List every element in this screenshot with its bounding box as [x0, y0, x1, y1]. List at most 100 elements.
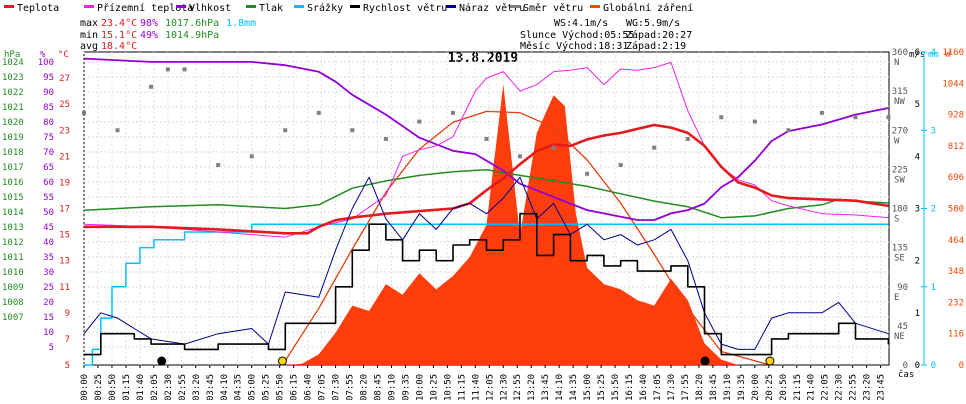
time-tick-label: 20:00	[751, 374, 761, 400]
left-axes: 1024102310221021102010191018101710161015…	[2, 58, 70, 371]
wind-tick-label: 3	[915, 205, 920, 215]
wind-direction-point	[417, 119, 422, 124]
direction-compass-label: NE	[894, 332, 905, 342]
humidity-tick-label: 30	[43, 268, 54, 278]
legend-tlak: Tlak	[259, 3, 283, 14]
stats-max-temp: 23.4°C	[101, 18, 137, 29]
time-tick-label: 11:15	[457, 374, 467, 400]
legend-swatch-prizemni	[84, 5, 94, 8]
stats-ws: WS:4.1m/s	[554, 18, 608, 29]
time-tick-label: 02:05	[150, 374, 160, 400]
legend-smer: Směr větru	[523, 2, 583, 14]
pressure-tick-label: 1024	[2, 58, 24, 68]
rain-tick-label: 2	[931, 205, 936, 215]
stats-max-label: max	[80, 18, 98, 29]
wind-direction-point	[450, 110, 455, 115]
series-area-glob-ln-z-en-	[84, 84, 889, 366]
legend-rychlost: Rychlost větru	[363, 2, 447, 14]
time-tick-label: 15:50	[611, 374, 621, 400]
direction-compass-label: E	[894, 293, 899, 303]
temperature-tick-label: 25	[59, 100, 70, 110]
time-tick-label: 22:55	[849, 374, 859, 400]
series-line-teplota	[84, 123, 889, 235]
time-tick-label: 09:10	[387, 374, 397, 400]
temperature-tick-label: 15	[59, 231, 70, 241]
radiation-tick-label: 348	[948, 267, 964, 277]
stats-min-label: min	[80, 30, 98, 41]
humidity-tick-label: 15	[43, 313, 54, 323]
legend-swatch-srazky	[294, 5, 304, 8]
time-tick-label: 17:05	[653, 374, 663, 400]
unit-percent: %	[40, 50, 46, 60]
pressure-tick-label: 1021	[2, 103, 24, 113]
humidity-tick-label: 50	[43, 208, 54, 218]
right-axes: 360N315NW270W225SW180S135SE90E45NE065432…	[892, 48, 964, 371]
time-tick-label: 11:40	[471, 374, 481, 400]
series-line-glob-ln-z-en-model-	[281, 110, 771, 366]
radiation-tick-label: 232	[948, 298, 964, 308]
radiation-tick-label: 116	[948, 330, 964, 340]
wind-tick-label: 0	[915, 361, 920, 371]
time-tick-label: 21:15	[793, 374, 803, 400]
time-tick-label: 04:35	[234, 374, 244, 400]
legend-swatch-teplota	[4, 5, 14, 8]
radiation-tick-label: 812	[948, 142, 964, 152]
moon-marker	[157, 356, 167, 366]
wind-direction-point	[383, 136, 388, 141]
pressure-tick-label: 1010	[2, 268, 24, 278]
pressure-tick-label: 1017	[2, 163, 24, 173]
unit-w: W	[945, 50, 951, 60]
legend-srazky: Srážky	[307, 2, 343, 14]
time-tick-label: 13:20	[527, 374, 537, 400]
direction-tick-label: 45	[897, 322, 908, 332]
time-tick-label: 21:40	[807, 374, 817, 400]
direction-compass-label: W	[894, 136, 900, 146]
time-tick-label: 22:05	[821, 374, 831, 400]
legend-vlhkost: Vlhkost	[189, 3, 231, 14]
radiation-tick-label: 1044	[942, 79, 964, 89]
time-tick-label: 16:40	[639, 374, 649, 400]
legend-swatch-vlhkost	[176, 5, 186, 8]
time-tick-label: 05:00	[248, 374, 258, 400]
rain-tick-label: 3	[931, 126, 936, 136]
time-tick-label: 05:50	[276, 374, 286, 400]
time-tick-label: 12:55	[513, 374, 523, 400]
temperature-tick-label: 5	[65, 361, 70, 371]
unit-ms: m/s	[909, 50, 925, 60]
legend-zareni: Globální záření	[603, 2, 693, 14]
wind-direction-point	[551, 145, 556, 150]
stats-avg-label: avg	[80, 41, 98, 52]
direction-tick-label: 360	[892, 48, 908, 58]
direction-tick-label: 315	[892, 87, 908, 97]
stats-max-hum: 98%	[140, 18, 158, 29]
wind-tick-label: 6	[915, 48, 920, 58]
time-tick-label: 13:45	[541, 374, 551, 400]
stats-wg: WG:5.9m/s	[626, 18, 680, 29]
radiation-tick-label: 0	[959, 361, 964, 371]
pressure-tick-label: 1015	[2, 193, 24, 203]
direction-compass-label: SW	[894, 175, 905, 185]
legend-swatch-tlak	[246, 5, 256, 8]
legend-swatch-naraz	[446, 5, 456, 8]
time-tick-label: 17:55	[681, 374, 691, 400]
time-tick-label: 06:40	[304, 374, 314, 400]
wind-direction-point	[350, 128, 355, 133]
time-tick-label: 18:45	[709, 374, 719, 400]
direction-tick-label: 90	[897, 283, 908, 293]
legend-prizemni: Přízemní teplota	[97, 2, 193, 14]
wind-direction-point	[82, 110, 86, 115]
series-layer	[82, 57, 891, 366]
stats-moon-rise: Měsíc Východ:18:31	[520, 40, 628, 52]
temperature-tick-label: 23	[59, 126, 70, 136]
pressure-tick-label: 1020	[2, 118, 24, 128]
time-tick-label: 00:50	[108, 374, 118, 400]
time-tick-label: 17:30	[667, 374, 677, 400]
rain-tick-label: 0	[931, 361, 936, 371]
time-tick-label: 20:25	[765, 374, 775, 400]
wind-direction-point	[484, 136, 489, 141]
time-tick-label: 07:30	[332, 374, 342, 400]
direction-compass-label: N	[894, 58, 899, 68]
radiation-tick-label: 696	[948, 173, 964, 183]
temperature-tick-label: 21	[59, 152, 70, 162]
